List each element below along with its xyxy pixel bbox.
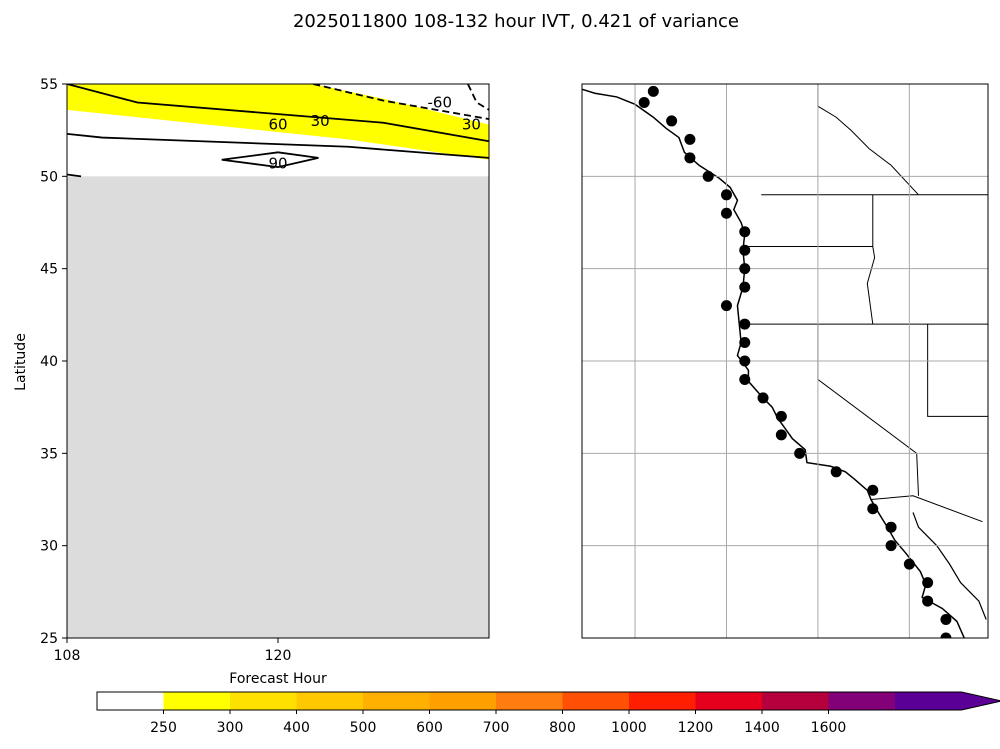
- colorbar-outline: [96, 691, 1000, 711]
- landfall-point-22: [867, 484, 879, 496]
- y-axis-label: Latitude: [13, 333, 29, 391]
- contour-label-1: 30: [311, 112, 330, 130]
- landfall-point-15: [739, 355, 751, 367]
- state-border-6: [870, 495, 983, 523]
- contour-label-2: 90: [268, 154, 287, 172]
- plot-area: 60 30 90 -60 30: [67, 84, 489, 638]
- y-tick-label-35: 35: [40, 446, 58, 462]
- colorbar-swatch-7: [562, 692, 629, 710]
- x-tick-label-108: 108: [54, 648, 81, 664]
- colorbar-tick-label-6: 800: [549, 720, 576, 736]
- colorbar-tick-label-9: 1400: [744, 720, 780, 736]
- landfall-point-29: [940, 614, 952, 626]
- state-border-5: [927, 324, 988, 417]
- landfall-point-26: [903, 558, 915, 570]
- colorbar-extend-arrow: [961, 692, 1000, 710]
- landfall-point-21: [830, 466, 842, 478]
- map-frame: [581, 83, 989, 639]
- contour-line-2: [67, 84, 489, 143]
- colorbar: 250 300 400 500 600 700 800 1000 1200 1400 1600: [96, 691, 1000, 736]
- y-tick-label-55: 55: [40, 77, 58, 93]
- y-tick-label-50: 50: [40, 169, 58, 185]
- contour-line-5: [67, 173, 82, 178]
- landfall-point-19: [775, 429, 787, 441]
- landfall-point-16: [739, 373, 751, 385]
- landfall-point-7: [720, 207, 732, 219]
- y-tick-label-30: 30: [40, 539, 58, 555]
- landfall-point-20: [794, 447, 806, 459]
- landfall-point-24: [885, 521, 897, 533]
- colorbar-tick-label-0: 250: [150, 720, 177, 736]
- landfall-point-17: [757, 392, 769, 404]
- landfall-point-25: [885, 540, 897, 552]
- y-tick-label-45: 45: [40, 262, 58, 278]
- landfall-point-14: [739, 337, 751, 349]
- colorbar-tick-label-4: 600: [416, 720, 443, 736]
- y-tick-label-25: 25: [40, 631, 58, 647]
- ivt-filled-band: [67, 84, 489, 160]
- missing-data-region: [67, 176, 489, 638]
- colorbar-tick-label-8: 1200: [678, 720, 714, 736]
- colorbar-swatch-1: [163, 692, 230, 710]
- colorbar-swatch-3: [296, 692, 363, 710]
- landfall-point-18: [775, 410, 787, 422]
- colorbar-tick-label-1: 300: [217, 720, 244, 736]
- landfall-point-23: [867, 503, 879, 515]
- map-panel: [581, 83, 989, 639]
- colorbar-swatch-12: [895, 692, 962, 710]
- landfall-point-3: [684, 133, 696, 145]
- colorbar-swatch-2: [230, 692, 297, 710]
- landfall-point-8: [739, 226, 751, 238]
- x-axis-label: Forecast Hour: [229, 671, 327, 687]
- colorbar-tick-label-2: 400: [283, 720, 310, 736]
- landfall-point-28: [922, 595, 934, 607]
- contour-line-1: [467, 84, 489, 111]
- gulf-coastline: [912, 512, 987, 620]
- colorbar-tick-label-3: 500: [350, 720, 377, 736]
- contour-line-3: [67, 132, 489, 159]
- colorbar-swatch-9: [695, 692, 762, 710]
- map-area: [582, 84, 988, 638]
- state-border-1: [742, 246, 876, 325]
- colorbar-swatch-0: [97, 692, 164, 710]
- contour-line-4: [221, 151, 319, 169]
- y-tick-label-40: 40: [40, 354, 58, 370]
- landfall-point-30: [940, 632, 952, 638]
- landfall-point-5: [702, 170, 714, 182]
- landfall-point-2: [666, 115, 678, 127]
- colorbar-swatch-6: [496, 692, 563, 710]
- landfall-point-12: [720, 300, 732, 312]
- colorbar-swatch-11: [828, 692, 895, 710]
- contour-label-4: 30: [462, 116, 481, 134]
- contour-line-0: [312, 84, 489, 120]
- landfall-point-27: [922, 577, 934, 589]
- landfall-point-4: [684, 152, 696, 164]
- landfall-point-11: [739, 281, 751, 293]
- landfall-point-1: [638, 96, 650, 108]
- landfall-point-10: [739, 263, 751, 275]
- landfall-point-0: [647, 85, 659, 97]
- contour-label-0: 60: [268, 116, 287, 134]
- colorbar-tick-label-5: 700: [483, 720, 510, 736]
- colorbar-swatch-4: [363, 692, 430, 710]
- chart-title: 2025011800 108-132 hour IVT, 0.421 of va…: [293, 11, 739, 32]
- landfall-point-6: [720, 189, 732, 201]
- x-tick-label-120: 120: [265, 648, 292, 664]
- colorbar-tick-label-7: 1000: [611, 720, 647, 736]
- colorbar-swatch-8: [629, 692, 696, 710]
- colorbar-tick-label-10: 1600: [811, 720, 847, 736]
- contour-label-3: -60: [428, 93, 453, 111]
- landfall-point-13: [739, 318, 751, 330]
- colorbar-swatch-10: [762, 692, 829, 710]
- hovmoller-panel: 60 30 90 -60 30 25 30 35 40 45 50 55 108 120: [40, 77, 490, 664]
- colorbar-swatch-5: [429, 692, 496, 710]
- landfall-point-9: [739, 244, 751, 256]
